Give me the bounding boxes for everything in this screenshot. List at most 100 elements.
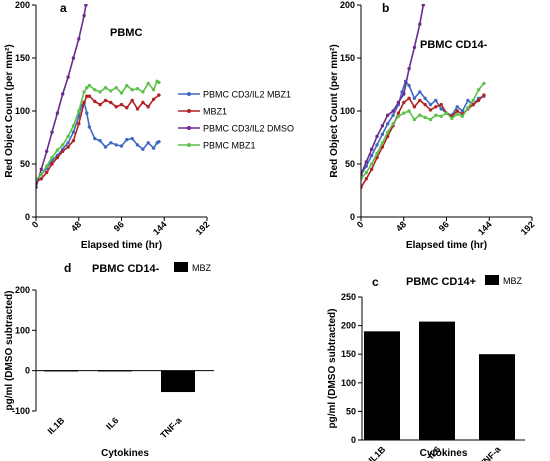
data-point [151, 146, 156, 150]
data-point [66, 145, 70, 149]
data-point [391, 122, 395, 126]
data-point [77, 37, 81, 41]
data-point [119, 91, 124, 95]
series-1 [36, 93, 161, 184]
data-point [77, 122, 81, 126]
data-point [434, 98, 438, 103]
data-point [125, 83, 129, 88]
series-0 [361, 79, 486, 177]
y-tick-label: 150 [340, 53, 355, 63]
series-2 [36, 4, 88, 189]
panel-label: b [382, 1, 389, 15]
data-point [391, 113, 395, 117]
x-tick-label: 96 [437, 219, 451, 233]
series-0 [36, 100, 161, 182]
legend-label: PBMC MBZ1 [203, 141, 256, 151]
data-point [141, 90, 145, 94]
data-point [364, 170, 368, 175]
data-point [375, 134, 379, 139]
data-point [130, 88, 134, 92]
data-point [402, 92, 406, 96]
data-point [84, 4, 88, 7]
bar [479, 354, 515, 440]
data-point [423, 102, 427, 107]
x-tick-label: 48 [394, 219, 408, 233]
data-point [45, 149, 49, 153]
data-point [364, 177, 368, 181]
data-point [39, 172, 43, 177]
series-line [36, 100, 160, 181]
legend-swatch [485, 275, 499, 285]
data-point [87, 83, 92, 88]
data-point [109, 100, 113, 105]
data-point [93, 88, 97, 92]
data-point [482, 81, 486, 86]
y-tick-label: -100 [12, 406, 30, 416]
data-point [50, 162, 54, 166]
y-tick-label: 100 [15, 325, 30, 335]
legend-swatch-marker [187, 143, 191, 147]
series-3 [361, 81, 486, 181]
y-axis-label: pg/ml (DMSO subtracted) [327, 308, 338, 428]
data-point [396, 111, 401, 115]
data-point [103, 145, 108, 149]
legend-label: MBZ [192, 263, 212, 273]
x-tick-label: 48 [69, 219, 83, 233]
data-point [125, 137, 129, 142]
data-point [402, 100, 406, 105]
data-point [98, 102, 102, 107]
data-point [157, 140, 161, 144]
data-point [412, 96, 417, 101]
y-axis-label: pg/ml (DMSO subtracted) [4, 290, 15, 410]
data-point [146, 141, 150, 145]
legend-swatch-marker [187, 109, 191, 113]
data-point [460, 114, 465, 119]
data-point [135, 87, 140, 91]
category-label: TNF-a [158, 415, 184, 441]
legend-swatch-marker [187, 126, 191, 130]
data-point [434, 105, 438, 109]
data-point [455, 105, 459, 109]
data-point [407, 83, 411, 88]
x-tick-label: 96 [112, 219, 126, 233]
data-point [380, 124, 385, 128]
data-point [412, 45, 417, 50]
y-axis-label: Red Object Count (per mm²) [329, 44, 340, 177]
data-point [157, 80, 161, 85]
data-point [439, 107, 443, 111]
panel-d: -100 0 100 200 IL1B IL6 TNF-a Cytokines pg/ml (D… [4, 261, 214, 459]
data-point [407, 109, 411, 113]
chart-title: PBMC CD14- [92, 263, 160, 275]
data-point [402, 111, 406, 115]
data-point [114, 86, 118, 90]
data-point [50, 155, 54, 160]
bar [161, 370, 195, 393]
data-point [98, 139, 102, 143]
y-tick-label: 50 [346, 406, 356, 416]
data-point [50, 130, 54, 134]
data-point [407, 96, 411, 101]
data-point [375, 143, 379, 147]
data-point [130, 136, 134, 141]
legend: MBZ [174, 262, 212, 273]
data-point [119, 102, 124, 107]
data-point [439, 114, 443, 119]
y-tick-label: 100 [341, 378, 356, 388]
y-tick-label: 100 [15, 106, 30, 116]
x-axis-label: Elapsed time (hr) [406, 240, 487, 251]
y-tick-label: 100 [340, 106, 355, 116]
data-point [407, 66, 411, 71]
y-tick-label: 200 [15, 0, 30, 10]
data-point [418, 22, 422, 26]
data-point [370, 162, 374, 166]
data-point [396, 114, 401, 119]
data-point [370, 147, 374, 151]
x-tick-label: 192 [519, 219, 537, 237]
data-point [482, 93, 486, 97]
series-3 [36, 79, 161, 182]
legend: PBMC CD3/IL2 MBZ1 MBZ1 PBMC CD3/IL2 DMSO PB… [178, 90, 294, 151]
y-tick-label: 50 [20, 159, 30, 169]
data-point [45, 164, 49, 168]
series-line [36, 94, 160, 183]
